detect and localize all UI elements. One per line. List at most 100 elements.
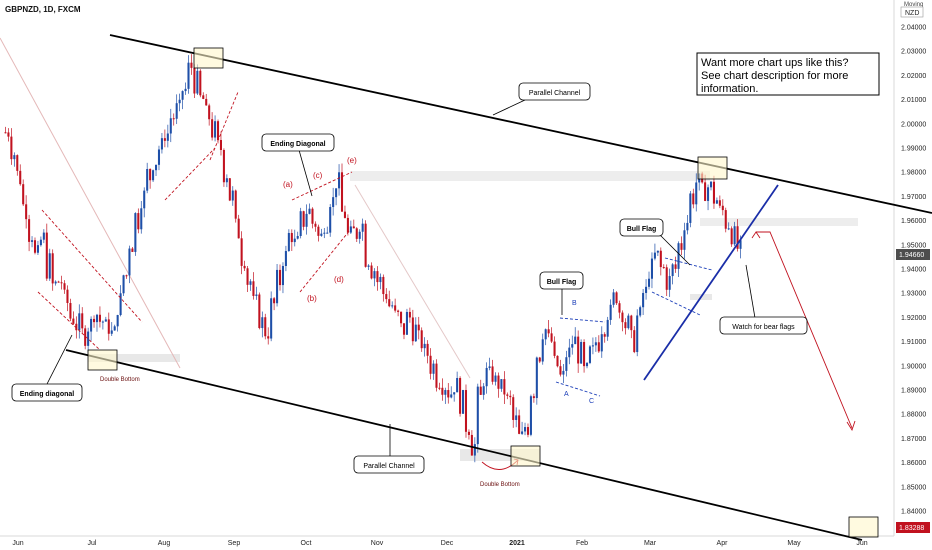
candle-body <box>81 313 84 329</box>
candle-body <box>388 299 391 307</box>
candle-body <box>550 333 553 342</box>
x-tick-label: Apr <box>717 540 729 547</box>
candle-body <box>408 311 411 318</box>
candle-body <box>187 62 190 89</box>
aug-diagonal-upper <box>209 91 239 161</box>
candle-body <box>597 342 600 352</box>
double-bottom-label-1: Double Bottom <box>100 377 140 383</box>
feb-flag-upper <box>559 317 606 323</box>
candle-body <box>417 324 420 331</box>
candle-body <box>426 343 429 356</box>
candle-body <box>615 292 618 304</box>
candle-body <box>66 289 69 304</box>
candle-body <box>402 323 406 335</box>
callout-watch-bear-flags[interactable]: Watch for bear flags <box>719 316 808 335</box>
candle-body <box>205 98 208 106</box>
candle-body <box>609 304 612 320</box>
candle-body <box>28 219 31 242</box>
y-tick-label: 1.92000 <box>901 315 926 322</box>
candle-body <box>75 323 78 331</box>
candle-body <box>211 119 214 138</box>
candle-body <box>414 324 417 342</box>
candle-body <box>125 275 128 277</box>
candle-body <box>591 345 594 347</box>
candle-body <box>724 210 727 229</box>
candle-body <box>662 267 665 269</box>
current-price-tag: 1.94660 <box>896 249 930 260</box>
candle-body <box>529 396 532 435</box>
low-price-tag: 1.83288 <box>896 522 930 533</box>
candle-body <box>391 305 394 307</box>
candle-body <box>364 223 367 267</box>
candle-body <box>695 182 698 205</box>
candle-body <box>565 357 568 371</box>
candle-body <box>739 240 742 249</box>
candle-body <box>379 276 382 283</box>
callout-bull-flag-2[interactable]: Bull Flag <box>619 218 664 237</box>
candle-body <box>583 341 586 367</box>
candle-body <box>730 228 733 245</box>
candle-body <box>178 99 181 104</box>
candle-body <box>686 222 689 231</box>
candle-body <box>397 310 400 312</box>
candle-body <box>296 235 299 239</box>
candle-body <box>305 213 308 227</box>
candle-body <box>633 330 636 353</box>
candle-body <box>470 434 473 456</box>
candle-body <box>677 243 680 269</box>
promo-line-3: information. <box>701 83 758 95</box>
candle-body <box>736 226 739 249</box>
candle-body <box>7 132 10 137</box>
candle-body <box>653 252 656 259</box>
candle-body <box>287 232 290 252</box>
candle-body <box>659 250 662 268</box>
candle-body <box>157 149 161 165</box>
callout-parallel-channel-bottom[interactable]: Parallel Channel <box>353 455 425 474</box>
candle-body <box>523 427 527 432</box>
candle-body <box>588 346 592 363</box>
candle-body <box>432 363 435 374</box>
candle-body <box>671 264 674 277</box>
candle-body <box>547 329 550 334</box>
callout-ending-diagonal-1[interactable]: Ending Diagonal <box>261 133 335 152</box>
y-tick-label: 1.97000 <box>901 194 926 201</box>
candle-body <box>13 155 16 160</box>
candle-body <box>284 251 287 267</box>
candle-body <box>57 281 60 283</box>
candle-body <box>320 233 323 236</box>
callout-ending-diagonal-2[interactable]: Ending diagonal <box>11 383 83 402</box>
candle-body <box>441 387 444 395</box>
candle-body <box>509 395 512 398</box>
candle-body <box>376 271 379 283</box>
abc-label-c: C <box>589 398 594 405</box>
promo-box[interactable]: Want more chart ups like this? See chart… <box>696 52 880 96</box>
candle-body <box>338 172 341 189</box>
leader-channel-top <box>492 99 526 116</box>
x-tick-label: Oct <box>301 540 312 547</box>
candle-body <box>163 138 166 141</box>
candle-body <box>355 228 358 239</box>
candle-body <box>456 378 459 393</box>
callout-parallel-channel-top[interactable]: Parallel Channel <box>518 82 591 101</box>
candle-body <box>16 155 19 171</box>
y-tick-label: 1.90000 <box>901 363 926 370</box>
leader-bear-flags <box>745 264 756 319</box>
candle-body <box>494 375 497 382</box>
oct-diagonal-upper <box>291 171 353 201</box>
candle-body <box>373 271 376 279</box>
channel-top-line <box>109 34 932 214</box>
candle-body <box>84 328 87 346</box>
candle-body <box>715 200 718 204</box>
candle-body <box>243 265 246 269</box>
callout-label: Ending diagonal <box>20 391 74 398</box>
candle-body <box>261 317 264 329</box>
abc-label-b: B <box>572 300 577 307</box>
arrowhead-up <box>751 231 761 239</box>
callout-bull-flag-1[interactable]: Bull Flag <box>539 271 584 290</box>
candle-body <box>169 118 172 134</box>
uptrend-line <box>643 184 779 381</box>
y-tick-label: 1.93000 <box>901 291 926 298</box>
candle-body <box>196 70 199 94</box>
candle-body <box>264 317 267 337</box>
